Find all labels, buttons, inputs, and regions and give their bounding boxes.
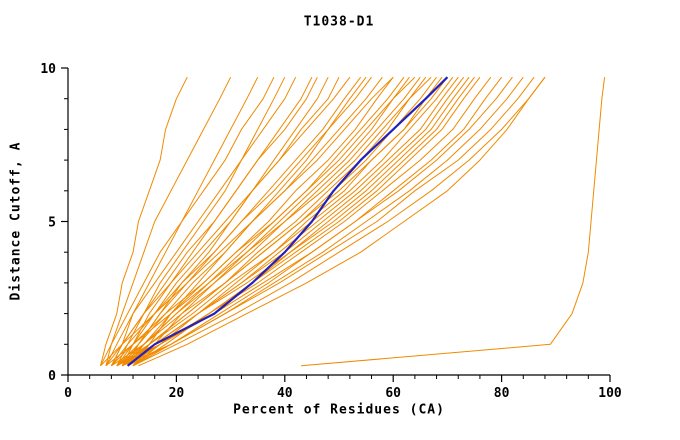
y-tick-label: 10 xyxy=(40,62,56,77)
x-tick-label: 0 xyxy=(64,386,72,401)
model-curve xyxy=(110,76,372,367)
model-curve xyxy=(127,76,459,367)
x-tick-label: 20 xyxy=(169,386,185,401)
model-curve xyxy=(111,76,416,367)
x-tick-label: 40 xyxy=(277,386,293,401)
model-curve xyxy=(301,77,606,367)
y-tick-label: 0 xyxy=(48,369,56,384)
model-curve xyxy=(100,76,188,366)
model-curve xyxy=(132,76,410,367)
model-curve xyxy=(116,76,475,367)
model-curve xyxy=(100,76,394,367)
model-curve xyxy=(111,76,448,367)
model-curve xyxy=(116,76,340,367)
chart-title: T1038-D1 xyxy=(303,14,375,30)
model-curve xyxy=(132,76,443,367)
model-curve xyxy=(127,76,427,367)
y-tick-label: 5 xyxy=(48,216,56,231)
model-curve xyxy=(127,76,394,367)
model-curve xyxy=(132,76,367,367)
x-tick-label: 60 xyxy=(385,386,401,401)
model-curve xyxy=(105,76,232,366)
x-tick-label: 100 xyxy=(598,386,622,401)
model-curve xyxy=(138,76,546,367)
x-axis-label: Percent of Residues (CA) xyxy=(233,402,445,418)
model-curve xyxy=(121,76,313,367)
model-curve xyxy=(121,76,535,367)
model-curve xyxy=(110,76,318,367)
model-curve xyxy=(116,76,286,367)
model-curve xyxy=(105,76,432,367)
model-curve xyxy=(110,76,259,367)
model-curve xyxy=(105,76,297,367)
model-curve xyxy=(105,76,351,367)
highlighted-model-curve xyxy=(126,76,449,367)
model-curve xyxy=(100,76,275,367)
x-tick-label: 80 xyxy=(494,386,510,401)
model-curve xyxy=(132,76,546,367)
